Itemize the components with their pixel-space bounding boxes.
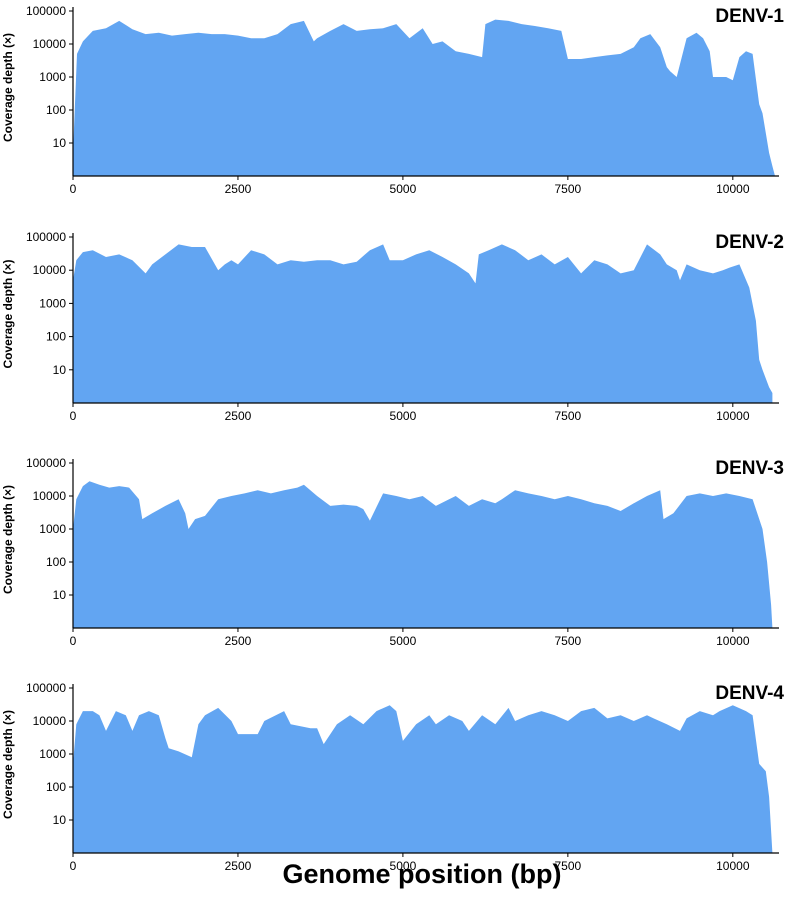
x-tick-label: 5000 — [390, 409, 417, 423]
y-tick-label: 100000 — [26, 4, 66, 18]
panel-title: DENV-3 — [715, 458, 784, 479]
y-axis-label: Coverage depth (×) — [1, 710, 15, 819]
x-tick-label: 0 — [70, 634, 77, 648]
x-tick-label: 10000 — [716, 182, 750, 196]
x-tick-label: 10000 — [716, 859, 750, 873]
x-axis-label: Genome position (bp) — [283, 859, 562, 889]
y-tick-label: 100000 — [26, 681, 66, 695]
coverage-area — [73, 705, 773, 853]
x-tick-label: 5000 — [390, 634, 417, 648]
y-axis-label: Coverage depth (×) — [1, 259, 15, 368]
x-tick-label: 2500 — [225, 182, 252, 196]
panel-3: 10 100 1000 10000 100000 0 2500 5000 7500 10000 Co… — [1, 456, 784, 648]
panel-1: 10 100 1000 10000 100000 0 2500 5000 7500 10000 Co… — [1, 4, 784, 196]
y-tick-label: 10000 — [33, 37, 67, 51]
x-tick-label: 7500 — [555, 634, 582, 648]
y-tick-label: 1000 — [39, 70, 66, 84]
x-tick-label: 0 — [70, 182, 77, 196]
x-tick-label: 7500 — [555, 182, 582, 196]
x-tick-label: 7500 — [555, 409, 582, 423]
x-tick-label: 5000 — [390, 182, 417, 196]
y-tick-label: 100 — [46, 780, 66, 794]
x-tick-label: 10000 — [716, 634, 750, 648]
y-axis-label: Coverage depth (×) — [1, 33, 15, 142]
y-tick-label: 100 — [46, 103, 66, 117]
panel-title: DENV-1 — [715, 6, 784, 27]
y-tick-label: 10000 — [33, 263, 67, 277]
x-tick-label: 5000 — [390, 859, 417, 873]
x-tick-label: 0 — [70, 409, 77, 423]
y-tick-label: 1000 — [39, 522, 66, 536]
y-tick-label: 10000 — [33, 489, 67, 503]
panel-2: 10 100 1000 10000 100000 0 2500 5000 7500 10000 Co… — [1, 230, 784, 423]
coverage-area — [73, 244, 773, 403]
x-tick-label: 7500 — [555, 859, 582, 873]
panel-4: 10 100 1000 10000 100000 0 2500 5000 7500 10000 Co… — [1, 681, 784, 873]
y-tick-label: 100 — [46, 330, 66, 344]
y-tick-label: 100000 — [26, 456, 66, 470]
y-axis-label: Coverage depth (×) — [1, 485, 15, 594]
y-tick-label: 10000 — [33, 714, 67, 728]
panel-title: DENV-2 — [715, 232, 784, 253]
y-tick-label: 1000 — [39, 747, 66, 761]
x-tick-label: 10000 — [716, 409, 750, 423]
x-tick-label: 2500 — [225, 634, 252, 648]
coverage-area — [73, 19, 775, 176]
coverage-area — [73, 481, 773, 628]
y-tick-label: 10 — [53, 363, 67, 377]
y-tick-label: 100000 — [26, 230, 66, 244]
y-tick-label: 10 — [53, 136, 67, 150]
x-tick-label: 2500 — [225, 409, 252, 423]
x-tick-label: 2500 — [225, 859, 252, 873]
y-tick-label: 10 — [53, 813, 67, 827]
y-tick-label: 10 — [53, 588, 67, 602]
x-tick-label: 0 — [70, 859, 77, 873]
y-tick-label: 1000 — [39, 296, 66, 310]
y-tick-label: 100 — [46, 555, 66, 569]
panel-title: DENV-4 — [715, 683, 784, 704]
